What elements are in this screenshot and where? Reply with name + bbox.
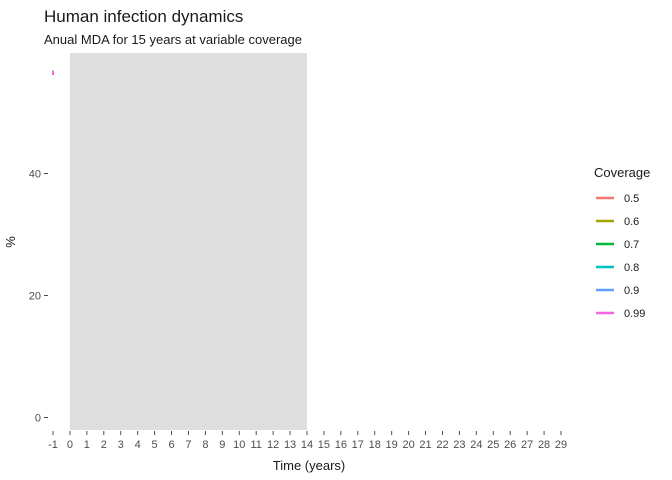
x-tick-label: 17 — [352, 439, 364, 451]
x-tick-label: 11 — [250, 439, 261, 451]
y-axis: 0 20 40 — [29, 169, 48, 425]
x-tick-label: 8 — [202, 439, 208, 451]
x-tick-label: 6 — [168, 439, 174, 451]
x-axis-title: Time (years) — [273, 458, 345, 473]
y-axis-title: % — [3, 236, 18, 248]
x-tick-label: 23 — [453, 439, 465, 451]
x-tick-label: -1 — [48, 439, 58, 451]
x-tick-label: 7 — [185, 439, 191, 451]
legend-label: 0.6 — [624, 216, 639, 228]
x-tick-label: 4 — [135, 439, 141, 451]
x-tick-label: 24 — [470, 439, 482, 451]
x-tick-label: 26 — [504, 439, 516, 451]
x-tick-label: 16 — [335, 439, 347, 451]
chart-subtitle: Anual MDA for 15 years at variable cover… — [44, 32, 302, 47]
x-tick-label: 20 — [402, 439, 414, 451]
chart-title: Human infection dynamics — [44, 7, 243, 26]
x-tick-label: 9 — [219, 439, 225, 451]
x-tick-label: 29 — [555, 439, 567, 451]
x-tick-label: 19 — [386, 439, 398, 451]
legend-label: 0.8 — [624, 262, 639, 274]
legend-items: 0.5 0.6 0.7 0.8 0.9 0.99 — [596, 193, 645, 320]
x-tick-label: 0 — [67, 439, 73, 451]
legend-label: 0.5 — [624, 193, 639, 205]
legend-label: 0.7 — [624, 239, 639, 251]
x-tick-label: 5 — [152, 439, 158, 451]
x-tick-label: 15 — [318, 439, 330, 451]
mda-shaded-region — [69, 53, 307, 430]
legend: Coverage 0.5 0.6 0.7 0.8 0.9 0.99 — [594, 165, 650, 320]
x-tick-label: 27 — [521, 439, 533, 451]
y-tick-label: 20 — [29, 291, 41, 303]
legend-title: Coverage — [594, 165, 650, 180]
x-tick-label: 25 — [487, 439, 499, 451]
x-tick-label: 14 — [301, 439, 313, 451]
x-tick-label: 18 — [369, 439, 381, 451]
y-tick-label: 0 — [35, 413, 41, 425]
x-tick-label: 21 — [419, 439, 431, 451]
x-tick-label: 1 — [84, 439, 90, 451]
legend-label: 0.99 — [624, 308, 645, 320]
x-tick-label: 2 — [101, 439, 107, 451]
x-axis: -1 0 1 2 3 4 5 6 7 8 9 10 11 12 13 14 15 16 17 18 19 20 21 22 23… — [48, 431, 567, 451]
x-tick-label: 10 — [233, 439, 245, 451]
x-tick-label: 13 — [284, 439, 296, 451]
x-tick-label: 3 — [118, 439, 124, 451]
x-tick-label: 12 — [267, 439, 279, 451]
y-tick-label: 40 — [29, 169, 41, 181]
x-tick-label: 28 — [538, 439, 550, 451]
x-tick-label: 22 — [436, 439, 448, 451]
legend-label: 0.9 — [624, 285, 639, 297]
